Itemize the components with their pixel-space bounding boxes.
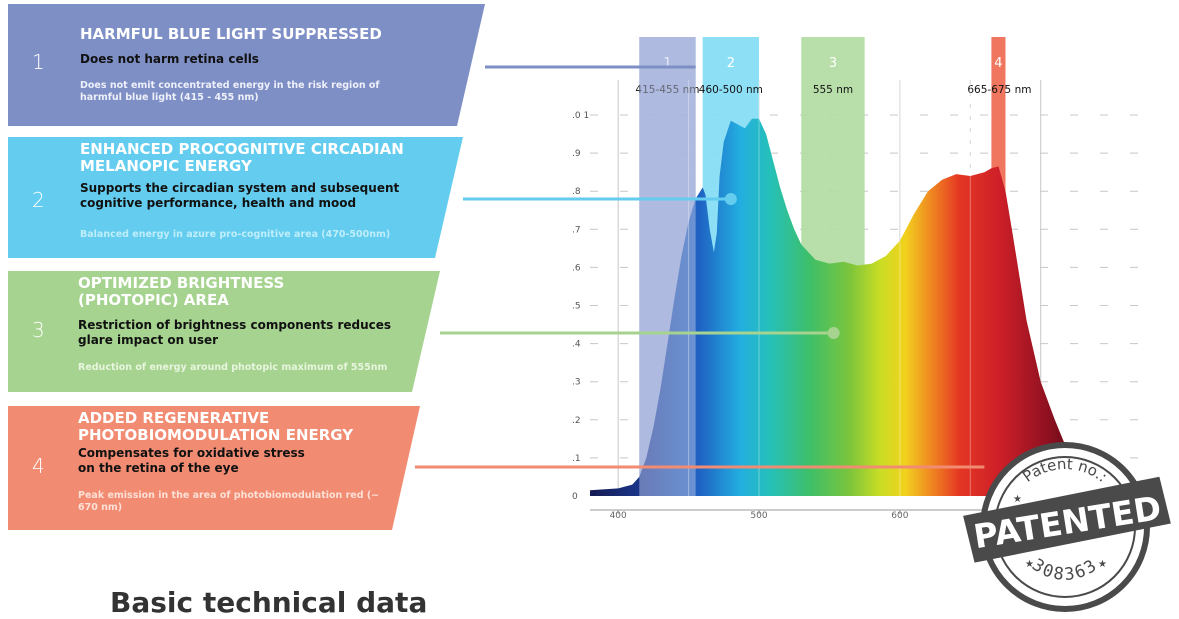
feature-number-4: 4 xyxy=(32,454,45,478)
star-icon: ★ xyxy=(1107,494,1116,505)
band-number-2: 2 xyxy=(727,56,735,71)
y-tick-label: .0 1 xyxy=(572,111,589,121)
band-number-4: 4 xyxy=(994,56,1002,71)
feature-number-1: 1 xyxy=(32,50,45,74)
band-number-3: 3 xyxy=(829,56,837,71)
band-1-overlay xyxy=(639,37,696,496)
feature-title-2: ENHANCED PROCOGNITIVE CIRCADIAN MELANOPI… xyxy=(80,140,404,175)
feature-description-3: Reduction of energy around photopic maxi… xyxy=(78,362,388,373)
feature-title-3: OPTIMIZED BRIGHTNESS (PHOTOPIC) AREA xyxy=(78,274,285,309)
y-tick-label: .3 xyxy=(572,378,581,388)
feature-number-2: 2 xyxy=(32,188,45,212)
star-icon: ★ xyxy=(1098,559,1107,570)
feature-panel-bg-3 xyxy=(8,271,440,392)
y-tick-label: .9 xyxy=(572,149,581,159)
feature-title-4: ADDED REGENERATIVE PHOTOBIOMODULATION EN… xyxy=(78,409,354,444)
star-icon: ★ xyxy=(1013,494,1022,505)
feature-description-1: Does not emit concentrated energy in the… xyxy=(80,80,380,103)
y-tick-label: .7 xyxy=(572,225,581,235)
feature-panel-bg-1 xyxy=(8,4,485,126)
feature-subtitle-4: Compensates for oxidative stress on the … xyxy=(78,446,305,475)
feature-description-4: Peak emission in the area of photobiomod… xyxy=(78,490,380,513)
stamp-banner xyxy=(963,476,1171,563)
band-number-1: 1 xyxy=(663,56,671,71)
section-heading: Basic technical data xyxy=(110,586,428,619)
band-label-4: 665-675 nm xyxy=(967,84,1031,96)
spectrum-area xyxy=(590,118,1090,497)
x-tick-label: 400 xyxy=(610,511,627,521)
y-tick-label: .6 xyxy=(572,263,581,273)
y-tick-label: .4 xyxy=(572,340,581,350)
spectrum-chart: 1 415-455 nm 2 460-500 nm 3 555 nm 4 665-675 nm… xyxy=(8,4,1150,530)
connector-dot-2 xyxy=(724,193,737,205)
feature-title-1: HARMFUL BLUE LIGHT SUPPRESSED xyxy=(80,25,382,43)
feature-number-3: 3 xyxy=(32,318,45,342)
star-icon: ★ xyxy=(1025,559,1034,570)
feature-panel-bg-2 xyxy=(8,137,463,258)
y-tick-label: .8 xyxy=(572,187,581,197)
x-tick-label: 600 xyxy=(891,511,908,521)
patent-stamp: Patent no.: PATENTED 308363 ★ ★ ★ ★ xyxy=(963,442,1171,612)
y-tick-label: .1 xyxy=(572,454,581,464)
feature-panel-bg-4 xyxy=(8,406,420,530)
feature-subtitle-3: Restriction of brightness components red… xyxy=(78,318,392,347)
y-tick-label: .5 xyxy=(572,302,581,312)
feature-subtitle-1: Does not harm retina cells xyxy=(80,52,259,66)
band-label-2: 460-500 nm xyxy=(699,84,763,96)
band-label-1: 415-455 nm xyxy=(635,84,699,96)
band-label-3: 555 nm xyxy=(813,84,853,96)
feature-subtitle-2: Supports the circadian system and subseq… xyxy=(80,181,400,210)
y-tick-label: 0 xyxy=(572,492,578,502)
x-tick-label: 500 xyxy=(750,511,767,521)
connector-dot-3 xyxy=(827,327,840,339)
y-tick-label: .2 xyxy=(572,416,581,426)
feature-description-2: Balanced energy in azure pro-cognitive a… xyxy=(80,229,391,240)
